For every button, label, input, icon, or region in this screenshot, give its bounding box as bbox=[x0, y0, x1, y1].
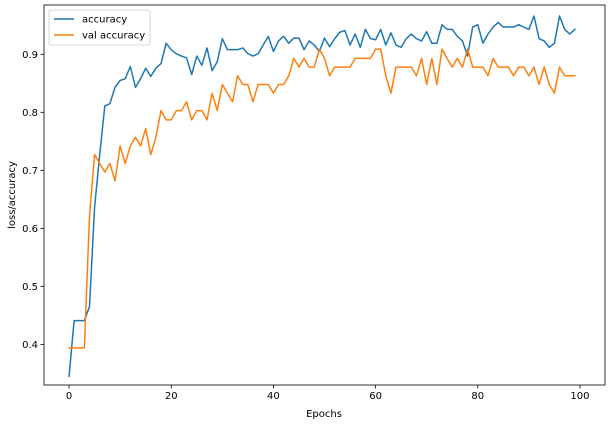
x-axis-label: Epochs bbox=[306, 409, 342, 420]
y-axis-label: loss/accuracy bbox=[7, 161, 18, 229]
y-tick-label: 0.8 bbox=[22, 108, 38, 119]
legend: accuracy val accuracy bbox=[48, 9, 151, 46]
x-tick-label: 80 bbox=[471, 391, 484, 402]
series-line-accuracy bbox=[68, 15, 576, 378]
x-tick-label: 0 bbox=[66, 391, 72, 402]
legend-box bbox=[48, 9, 151, 46]
y-axis: 0.4 0.5 0.6 0.7 0.8 0.9 bbox=[22, 50, 44, 351]
y-tick-label: 0.6 bbox=[22, 224, 38, 235]
x-tick-label: 40 bbox=[267, 391, 280, 402]
x-tick-label: 20 bbox=[165, 391, 178, 402]
y-tick-label: 0.4 bbox=[22, 340, 38, 351]
y-tick-label: 0.7 bbox=[22, 166, 38, 177]
legend-label-val-accuracy: val accuracy bbox=[82, 31, 145, 42]
x-axis: 0 20 40 60 80 100 bbox=[66, 385, 590, 402]
plot-area bbox=[43, 4, 606, 386]
series-line-val-accuracy bbox=[68, 48, 576, 349]
legend-label-accuracy: accuracy bbox=[82, 15, 127, 26]
y-tick-label: 0.9 bbox=[22, 50, 38, 61]
x-tick-label: 60 bbox=[369, 391, 382, 402]
y-tick-label: 0.5 bbox=[22, 282, 38, 293]
series-layer bbox=[68, 15, 576, 378]
x-tick-label: 100 bbox=[570, 391, 589, 402]
